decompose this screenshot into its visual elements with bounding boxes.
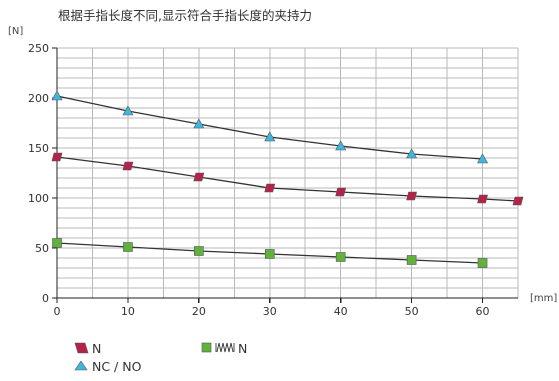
legend-parallelogram-marker — [74, 342, 89, 354]
data-point-parallelogram — [477, 194, 488, 204]
series-layer — [51, 90, 524, 268]
legend-label-n: N — [92, 341, 101, 356]
x-tick-label: 0 — [54, 305, 61, 318]
x-tick-label: 50 — [405, 305, 419, 318]
legend-item-nc-no: NC / NO — [74, 359, 142, 374]
y-tick-label: 150 — [28, 142, 49, 155]
legend-label-spring-n: N — [238, 341, 247, 356]
data-point-triangle — [122, 105, 134, 116]
series-0 — [51, 152, 524, 206]
y-tick-label: 200 — [28, 92, 49, 105]
legend-square-marker — [201, 342, 212, 353]
series-line — [56, 156, 519, 202]
data-point-triangle — [193, 118, 205, 129]
x-tick-label: 30 — [263, 305, 277, 318]
data-point-square — [194, 246, 204, 256]
data-point-square — [264, 249, 275, 259]
data-point-parallelogram — [406, 191, 417, 201]
data-point-triangle — [477, 153, 489, 164]
data-point-triangle — [264, 131, 276, 142]
axes — [56, 48, 518, 299]
data-point-parallelogram — [193, 172, 205, 182]
series-2 — [52, 238, 488, 268]
data-point-triangle — [406, 148, 418, 159]
data-point-triangle — [51, 90, 63, 101]
axis-ticks: 0 50 100 150 200 250 0 10 20 30 40 50 60 — [28, 42, 490, 318]
x-tick-label: 10 — [121, 305, 135, 318]
y-tick-label: 100 — [28, 192, 49, 205]
y-tick-label: 250 — [28, 42, 49, 55]
legend-label-nc-no: NC / NO — [92, 359, 142, 374]
x-tick-label: 20 — [192, 305, 206, 318]
data-point-parallelogram — [512, 196, 524, 206]
x-tick-label: 60 — [476, 305, 490, 318]
series-1 — [51, 90, 489, 164]
data-point-square — [52, 238, 62, 248]
data-point-parallelogram — [51, 152, 63, 162]
legend-item-spring-n: N — [201, 341, 247, 356]
grid-lines — [57, 47, 519, 298]
spring-icon — [215, 342, 235, 353]
x-axis-unit: [mm] — [530, 293, 557, 304]
data-point-square — [335, 252, 346, 262]
legend: N NC / NO N — [74, 341, 247, 374]
legend-triangle-marker — [74, 360, 88, 371]
y-tick-label: 0 — [42, 292, 49, 305]
data-point-square — [123, 242, 133, 252]
data-point-triangle — [335, 140, 347, 151]
data-point-square — [406, 255, 417, 265]
chart-title: 根据手指长度不同,显示符合手指长度的夹持力 — [58, 8, 312, 23]
data-point-parallelogram — [264, 183, 276, 193]
x-tick-label: 40 — [334, 305, 348, 318]
legend-item-n: N — [74, 341, 101, 356]
y-tick-label: 50 — [35, 242, 49, 255]
data-point-parallelogram — [122, 161, 134, 171]
y-axis-unit: [N] — [8, 26, 23, 37]
data-point-square — [477, 258, 488, 268]
data-point-parallelogram — [335, 187, 347, 197]
